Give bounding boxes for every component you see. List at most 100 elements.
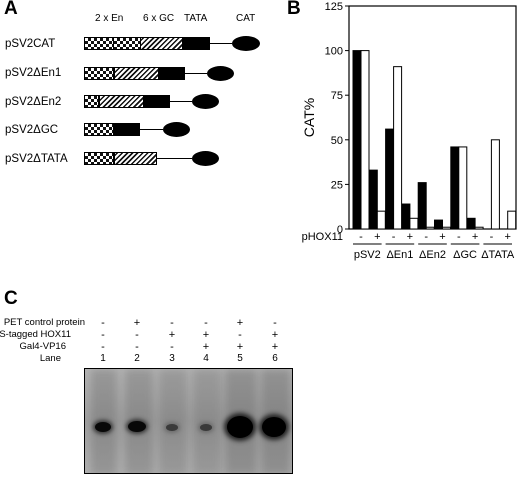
dna-line bbox=[185, 73, 207, 75]
row-label-lane: Lane bbox=[39, 353, 61, 364]
cat-gene-oval bbox=[163, 122, 190, 137]
lane-number: 2 bbox=[134, 353, 140, 364]
plus-sign: + bbox=[472, 231, 478, 243]
plus-mark: + bbox=[202, 329, 210, 341]
data-bar bbox=[425, 226, 435, 230]
minus-mark: - bbox=[170, 317, 174, 329]
gel-band bbox=[166, 424, 178, 431]
row-label-gal4-vp16: Gal4-VP16 bbox=[19, 341, 66, 352]
plus-mark: + bbox=[133, 317, 141, 329]
plus-mark: + bbox=[168, 329, 176, 341]
data-bar bbox=[401, 203, 411, 230]
gc-box-block bbox=[140, 37, 183, 50]
plus-mark: + bbox=[271, 341, 279, 353]
enhancer-block bbox=[113, 37, 141, 50]
data-bar bbox=[352, 50, 362, 230]
row-label-s-tagged-hox11: S-tagged HOX11 bbox=[0, 329, 71, 340]
gel-band bbox=[128, 421, 146, 432]
data-bar bbox=[490, 139, 500, 230]
minus-sign: - bbox=[424, 231, 428, 243]
group-label: ΔTATA bbox=[481, 249, 515, 261]
data-bar bbox=[376, 210, 386, 230]
cat-gene-oval bbox=[192, 151, 219, 166]
factor-label: pHOX11 bbox=[302, 231, 343, 243]
data-bar bbox=[417, 182, 427, 230]
lane-number: 3 bbox=[169, 353, 175, 364]
label-tata: TATA bbox=[184, 13, 208, 24]
dna-line bbox=[157, 158, 192, 160]
minus-sign: - bbox=[392, 231, 396, 243]
lane-number: 1 bbox=[100, 353, 106, 364]
data-bar bbox=[360, 50, 370, 230]
construct-name: pSV2CAT bbox=[5, 38, 56, 50]
enhancer-block bbox=[84, 123, 114, 136]
tata-box-block bbox=[114, 123, 140, 136]
group-label: pSV2 bbox=[354, 249, 381, 261]
minus-mark: - bbox=[101, 329, 105, 341]
y-tick-label: 125 bbox=[325, 1, 343, 13]
plus-mark: + bbox=[236, 341, 244, 353]
construct-name: pSV2ΔEn2 bbox=[5, 96, 62, 108]
construct-name: pSV2ΔGC bbox=[5, 124, 59, 136]
label-6x-gc: 6 x GC bbox=[143, 13, 175, 24]
group-label: ΔEn1 bbox=[386, 249, 413, 261]
gel-band bbox=[200, 424, 212, 431]
panel-a-letter: A bbox=[4, 0, 18, 19]
cat-gene-oval bbox=[207, 66, 234, 81]
data-bar bbox=[466, 217, 476, 230]
data-bar bbox=[474, 226, 484, 230]
row-label-pet-control: PET control protein bbox=[3, 317, 85, 328]
gc-box-block bbox=[99, 95, 144, 108]
enhancer-block bbox=[84, 152, 114, 165]
minus-mark: - bbox=[101, 341, 105, 353]
minus-mark: - bbox=[238, 329, 242, 341]
tata-box-block bbox=[159, 67, 185, 80]
dna-line bbox=[170, 101, 192, 103]
gel-streak bbox=[159, 369, 187, 473]
minus-mark: - bbox=[135, 341, 139, 353]
plus-sign: + bbox=[407, 231, 413, 243]
data-bar bbox=[393, 66, 403, 230]
lane-number: 6 bbox=[272, 353, 278, 364]
plus-sign: + bbox=[374, 231, 380, 243]
data-bar bbox=[368, 169, 378, 230]
panel-c-letter: C bbox=[4, 288, 18, 309]
group-label: ΔEn2 bbox=[419, 249, 446, 261]
dna-line bbox=[210, 43, 232, 45]
minus-mark: - bbox=[204, 317, 208, 329]
panel-b-letter: B bbox=[287, 0, 301, 19]
enhancer-block bbox=[84, 67, 114, 80]
minus-mark: - bbox=[101, 317, 105, 329]
tata-box-block bbox=[183, 37, 210, 50]
construct-name: pSV2ΔTATA bbox=[5, 153, 68, 165]
gc-box-block bbox=[114, 152, 157, 165]
minus-sign: - bbox=[490, 231, 494, 243]
tata-box-block bbox=[144, 95, 170, 108]
data-bar bbox=[450, 146, 460, 230]
label-cat: CAT bbox=[236, 13, 256, 24]
minus-mark: - bbox=[170, 341, 174, 353]
lane-number: 5 bbox=[237, 353, 243, 364]
gel-band bbox=[227, 416, 253, 438]
construct-name: pSV2ΔEn1 bbox=[5, 67, 62, 79]
gc-box-block bbox=[114, 67, 159, 80]
y-tick-label: 50 bbox=[331, 135, 343, 147]
plus-mark: + bbox=[236, 317, 244, 329]
gel-autoradiograph bbox=[84, 368, 293, 474]
label-2x-en: 2 x En bbox=[95, 13, 124, 24]
cat-gene-oval bbox=[192, 94, 219, 109]
data-bar bbox=[385, 128, 395, 230]
lane-number: 4 bbox=[203, 353, 209, 364]
gel-streak bbox=[91, 369, 117, 473]
data-bar bbox=[507, 210, 517, 230]
plus-sign: + bbox=[504, 231, 510, 243]
plus-mark: + bbox=[202, 341, 210, 353]
data-bar bbox=[442, 226, 451, 230]
y-tick-label: 0 bbox=[337, 224, 343, 236]
gel-streak bbox=[193, 369, 221, 473]
enhancer-block bbox=[84, 95, 99, 108]
cat-gene-oval bbox=[232, 36, 260, 51]
gel-band bbox=[95, 422, 111, 432]
minus-sign: - bbox=[457, 231, 461, 243]
data-bar bbox=[409, 217, 419, 230]
